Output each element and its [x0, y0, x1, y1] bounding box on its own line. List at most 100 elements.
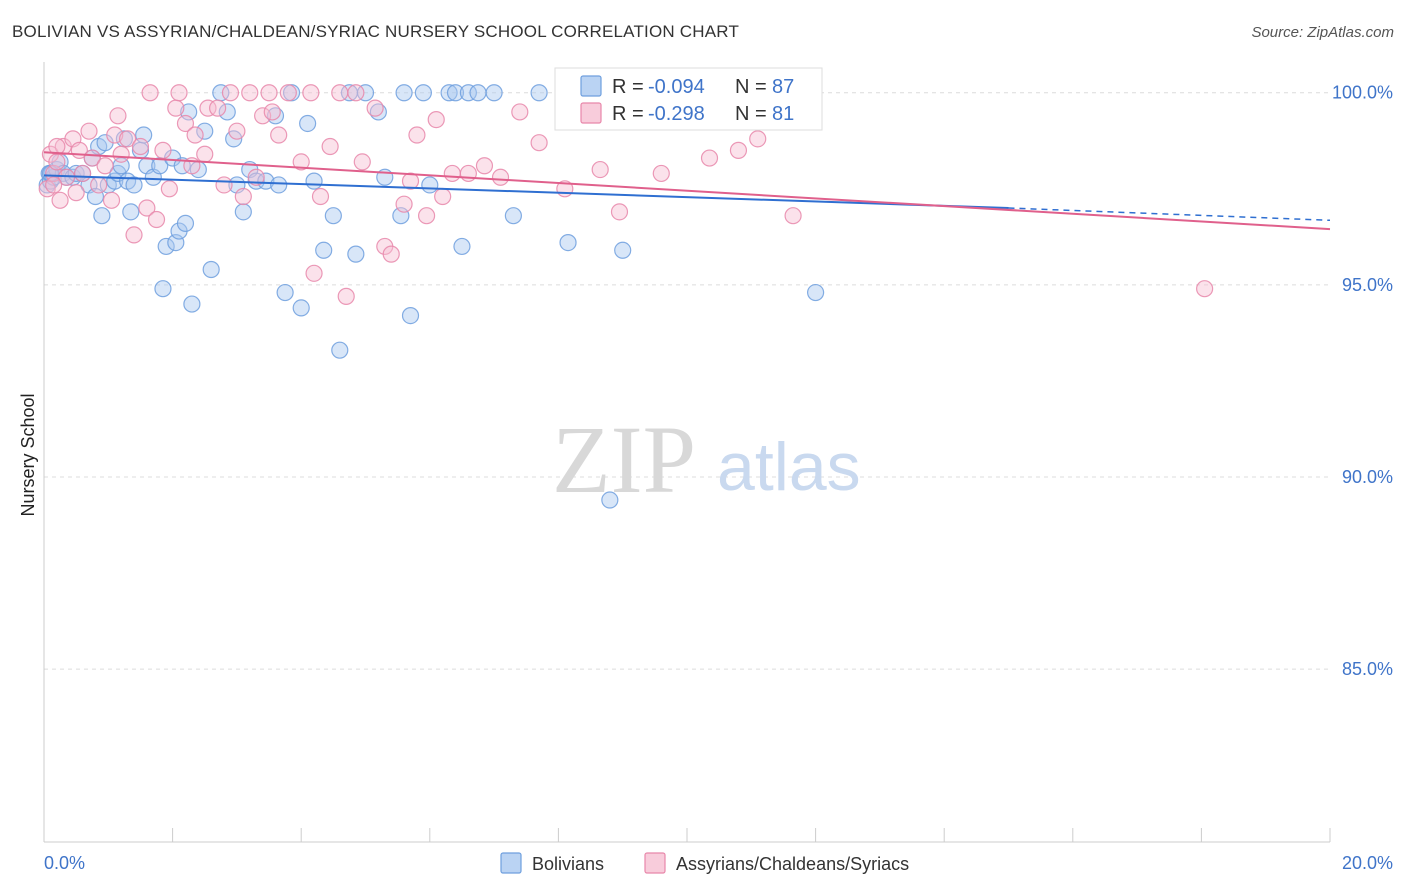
point-assyrians-14 [96, 157, 114, 175]
stats-n-value-1: 81 [772, 103, 794, 125]
stats-n-label-0: N = [735, 76, 767, 98]
point-bolivians-76 [485, 84, 503, 102]
point-assyrians-43 [263, 103, 281, 121]
point-assyrians-36 [221, 84, 240, 102]
watermark-zip: ZIP [552, 406, 696, 513]
point-assyrians-57 [382, 245, 400, 263]
stats-n-value-0: 87 [772, 76, 794, 98]
point-assyrians-49 [311, 187, 330, 206]
point-assyrians-47 [302, 84, 320, 102]
point-bolivians-53 [276, 283, 294, 302]
legend: Bolivians Assyrians/Chaldeans/Syriacs [500, 852, 909, 874]
point-bolivians-67 [395, 84, 413, 102]
point-assyrians-46 [292, 153, 310, 171]
point-assyrians-63 [434, 187, 452, 206]
point-assyrians-35 [215, 176, 233, 194]
point-bolivians-56 [299, 114, 317, 133]
legend-label-assyrians: Assyrians/Chaldeans/Syriacs [676, 854, 909, 874]
point-assyrians-32 [196, 145, 214, 163]
stats-r-label-0: R = [612, 76, 644, 98]
stats-swatch-assyrians [580, 102, 602, 124]
assyrians-points [38, 84, 1214, 305]
point-assyrians-52 [337, 287, 355, 305]
point-bolivians-73 [453, 237, 471, 256]
point-bolivians-24 [122, 203, 140, 221]
point-assyrians-34 [209, 99, 227, 117]
y-tick-label-100: 100.0% [1332, 83, 1393, 103]
point-assyrians-45 [279, 84, 297, 102]
point-assyrians-79 [45, 176, 63, 194]
point-bolivians-31 [154, 280, 172, 298]
point-assyrians-42 [260, 84, 278, 102]
point-assyrians-40 [247, 168, 265, 186]
point-bolivians-74 [459, 84, 477, 102]
point-assyrians-3 [48, 153, 66, 171]
y-axis-title: Nursery School [18, 393, 38, 516]
point-bolivians-44 [218, 103, 236, 121]
point-assyrians-68 [511, 103, 529, 121]
point-assyrians-15 [102, 191, 121, 209]
point-bolivians-71 [440, 84, 458, 102]
x-tick-labels: 0.0% 20.0% [44, 853, 1393, 873]
point-bolivians-60 [331, 341, 349, 359]
point-bolivians-47 [234, 203, 252, 221]
chart-title: BOLIVIAN VS ASSYRIAN/CHALDEAN/SYRIAC NUR… [12, 22, 740, 41]
watermark-atlas: atlas [717, 429, 861, 505]
point-assyrians-11 [80, 122, 98, 140]
point-assyrians-16 [106, 126, 124, 144]
point-bolivians-49 [247, 172, 265, 190]
point-assyrians-37 [228, 122, 246, 140]
point-assyrians-22 [138, 199, 156, 217]
point-assyrians-28 [170, 84, 188, 102]
point-bolivians-72 [446, 84, 465, 102]
trend-lines [43, 151, 1331, 231]
point-bolivians-77 [504, 207, 522, 225]
legend-swatch-assyrians [644, 852, 666, 874]
trend-line-bolivians-extension [1008, 207, 1331, 222]
source-label: Source: ZipAtlas.com [1251, 24, 1394, 41]
point-bolivians-32 [157, 237, 175, 256]
stats-box: R = -0.094 N = 87 R = -0.298 N = 81 [554, 67, 823, 131]
point-assyrians-18 [112, 145, 130, 163]
point-assyrians-39 [241, 84, 259, 102]
point-bolivians-25 [125, 176, 143, 194]
point-bolivians-63 [356, 84, 375, 102]
point-assyrians-78 [1196, 280, 1214, 298]
point-assyrians-27 [167, 99, 185, 117]
point-bolivians-68 [401, 306, 420, 325]
point-assyrians-26 [160, 180, 178, 198]
point-assyrians-65 [459, 164, 477, 183]
point-assyrians-66 [475, 157, 494, 175]
point-assyrians-67 [491, 168, 510, 186]
point-assyrians-4 [51, 191, 69, 209]
point-assyrians-59 [401, 172, 420, 190]
stats-r-value-0: -0.094 [648, 76, 705, 98]
point-assyrians-8 [67, 184, 85, 202]
point-assyrians-21 [131, 137, 150, 156]
watermark: ZIP atlas [552, 406, 861, 513]
point-assyrians-58 [395, 195, 413, 213]
point-assyrians-64 [443, 164, 461, 183]
point-assyrians-41 [254, 107, 272, 125]
point-assyrians-55 [366, 99, 384, 117]
legend-label-bolivians: Bolivians [532, 854, 604, 874]
point-assyrians-53 [347, 84, 365, 102]
point-bolivians-81 [614, 241, 632, 259]
point-assyrians-50 [321, 137, 339, 156]
point-bolivians-41 [196, 122, 214, 140]
point-assyrians-13 [90, 176, 108, 194]
point-assyrians-62 [427, 111, 445, 129]
point-bolivians-85 [806, 283, 825, 302]
y-tick-labels: 100.0% 95.0% 90.0% 85.0% [1332, 83, 1393, 679]
point-bolivians-69 [414, 84, 432, 102]
y-tick-label-85: 85.0% [1342, 659, 1393, 679]
y-tick-label-90: 90.0% [1342, 467, 1393, 487]
stats-r-label-1: R = [612, 103, 644, 125]
point-assyrians-54 [353, 153, 371, 171]
point-assyrians-72 [610, 203, 629, 221]
point-assyrians-44 [270, 126, 288, 144]
point-assyrians-69 [530, 134, 548, 152]
point-assyrians-29 [176, 114, 195, 133]
point-bolivians-37 [176, 214, 195, 232]
point-bolivians-59 [324, 207, 342, 225]
